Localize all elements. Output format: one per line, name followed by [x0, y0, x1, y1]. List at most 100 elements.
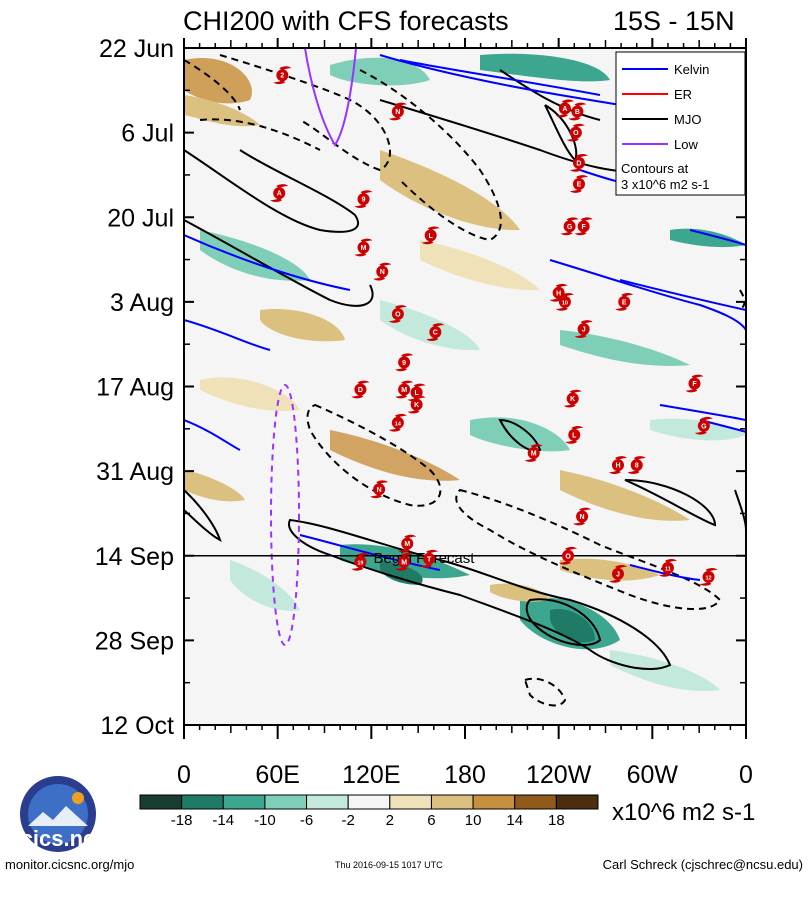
storm-marker: C: [426, 323, 445, 341]
storm-marker: A: [555, 99, 574, 118]
colorbar-label: -6: [300, 812, 313, 829]
storm-marker: M: [395, 552, 414, 571]
storm-label: L: [414, 390, 419, 397]
storm-marker: H: [608, 456, 627, 474]
storm-marker: N: [373, 262, 392, 281]
x-tick-label: 0: [739, 761, 753, 789]
x-tick-label: 0: [177, 761, 191, 789]
storm-label: F: [582, 224, 587, 231]
colorbar-cell: [389, 794, 432, 810]
colorbar-label: -2: [342, 812, 355, 829]
storm-label: L: [572, 432, 577, 439]
colorbar-label: 6: [427, 812, 435, 829]
storm-marker: L: [421, 226, 440, 245]
storm-marker: K: [407, 395, 426, 414]
storm-marker: A: [270, 184, 289, 202]
y-tick-label: 20 Jul: [107, 204, 174, 232]
storm-label: J: [616, 571, 620, 578]
shading-layer: [184, 53, 746, 691]
storm-label: A: [562, 106, 567, 113]
colorbar-label: 2: [386, 812, 394, 829]
storm-marker: G: [560, 217, 579, 236]
y-tick-label: 6 Jul: [121, 120, 174, 148]
low-contours-dashed: [270, 384, 300, 646]
storm-label: D: [576, 160, 581, 167]
y-tick-label: 17 Aug: [96, 374, 174, 402]
storm-marker: 2: [273, 66, 292, 85]
storm-marker: 11: [658, 558, 677, 577]
y-tick-label: 12 Oct: [100, 712, 174, 740]
colorbar-cell: [222, 794, 266, 810]
storm-marker: E: [569, 175, 588, 193]
chart-region: 15S - 15N: [613, 6, 735, 36]
storm-label: G: [567, 224, 573, 231]
storm-label: M: [404, 541, 410, 548]
storm-marker: 9: [395, 353, 414, 372]
colorbar-cell: [430, 794, 474, 810]
y-tick-label: 14 Sep: [95, 543, 174, 571]
storm-marker: M: [354, 238, 373, 257]
colorbar-cell: [514, 794, 557, 810]
x-axis: 0 60E 120E 180 120W 60W 0: [177, 38, 753, 789]
x-tick-label: 120W: [526, 761, 592, 789]
colorbar-cell: [264, 794, 308, 810]
storm-label: O: [573, 130, 579, 137]
storm-marker: G: [694, 416, 713, 435]
storm-marker: O: [566, 123, 585, 142]
storm-label: 2: [280, 73, 284, 80]
colorbar-cell: [472, 794, 516, 810]
colorbar-units: x10^6 m2 s-1: [612, 799, 755, 826]
colorbar-label: 18: [548, 812, 565, 829]
storm-marker: 8: [627, 456, 646, 474]
storm-marker: N: [388, 102, 407, 121]
storm-marker: 12: [699, 568, 718, 586]
storm-label: D: [358, 387, 363, 394]
colorbar-cell: [347, 794, 391, 810]
storm-marker: O: [559, 546, 578, 565]
storm-label: M: [401, 559, 407, 566]
storm-marker: M: [398, 534, 417, 553]
chart-title: CHI200 with CFS forecasts: [183, 6, 509, 36]
storm-label: G: [701, 423, 707, 430]
storm-marker: J: [574, 320, 593, 338]
colorbar-cell: [555, 794, 599, 810]
colorbar-label: -10: [254, 812, 276, 829]
storm-label: B: [575, 109, 580, 116]
legend-label: Low: [674, 137, 698, 152]
footer-timestamp: Thu 2016-09-15 1017 UTC: [335, 860, 443, 870]
y-axis: 22 Jun 6 Jul 20 Jul 3 Aug 17 Aug 31 Aug 14 Sep…: [95, 35, 746, 740]
storm-label: 19: [357, 560, 363, 566]
colorbar-cell: [139, 794, 183, 810]
legend-note-2: 3 x10^6 m2 s-1: [621, 177, 709, 192]
legend-label: Kelvin: [674, 62, 709, 77]
x-tick-label: 60E: [255, 761, 299, 789]
storm-marker: D: [351, 380, 370, 399]
storm-marker: L: [565, 425, 584, 444]
storm-marker: M: [524, 444, 543, 462]
storm-label: 10: [562, 300, 568, 306]
x-tick-label: 60W: [627, 761, 679, 789]
colorbar-cell: [181, 794, 224, 810]
storm-marker: F: [685, 374, 704, 393]
storm-label: C: [433, 330, 438, 337]
storm-marker: 19: [351, 552, 370, 571]
storm-label: 9: [402, 360, 406, 367]
storm-marker: 14: [388, 413, 407, 432]
storm-label: 12: [705, 575, 711, 581]
storm-marker: N: [370, 480, 389, 499]
storm-label: A: [277, 191, 282, 198]
storm-marker: B: [568, 102, 587, 121]
storm-label: 9: [362, 197, 366, 204]
storm-label: J: [582, 327, 586, 334]
y-tick-label: 28 Sep: [95, 627, 174, 655]
storm-label: N: [580, 514, 585, 521]
storm-label: K: [570, 396, 575, 403]
storm-marker: O: [388, 305, 407, 323]
legend-note-1: Contours at: [621, 161, 689, 176]
y-tick-label: 31 Aug: [96, 458, 174, 486]
storm-marker: F: [574, 217, 593, 236]
storm-marker: K: [563, 389, 582, 408]
colorbar-label: 14: [506, 812, 523, 829]
storm-label: M: [531, 450, 537, 457]
